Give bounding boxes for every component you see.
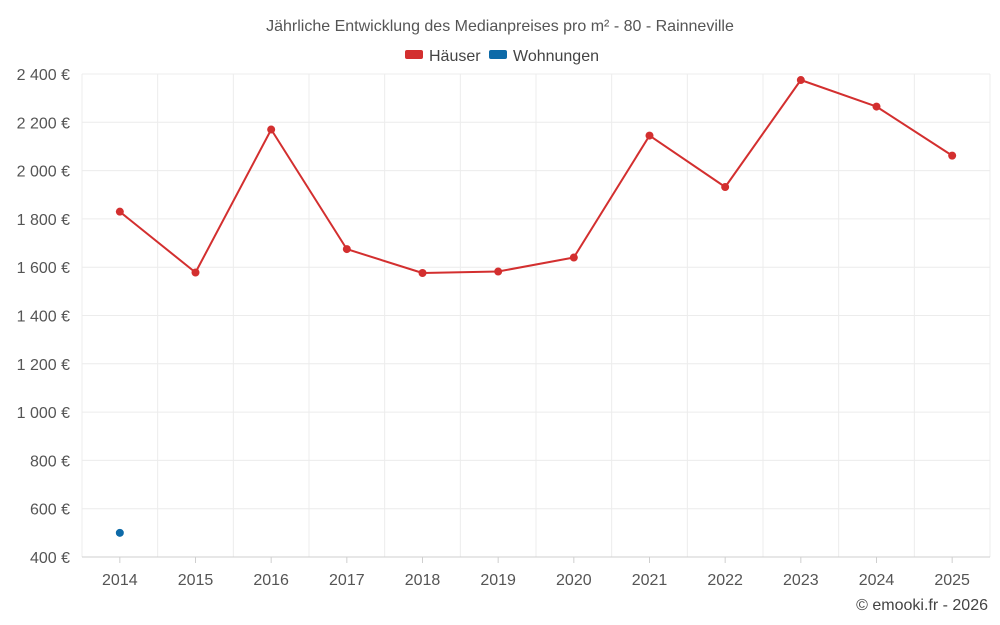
legend-label: Wohnungen (513, 48, 599, 65)
data-point (948, 151, 957, 160)
y-tick-label: 1 000 € (17, 405, 70, 422)
series (115, 76, 957, 537)
y-tick-label: 1 200 € (17, 357, 70, 374)
x-tick-label: 2014 (102, 572, 138, 589)
grid (81, 73, 991, 558)
x-tick-label: 2016 (253, 572, 289, 589)
x-tick-label: 2021 (632, 572, 668, 589)
data-point (569, 253, 578, 262)
data-point (115, 207, 124, 216)
x-tick-label: 2015 (178, 572, 214, 589)
y-tick-label: 600 € (30, 502, 70, 519)
x-tick-label: 2018 (405, 572, 441, 589)
chart-title: Jährliche Entwicklung des Medianpreises … (266, 18, 734, 35)
legend-label: Häuser (429, 48, 481, 65)
y-tick-label: 2 200 € (17, 115, 70, 132)
y-tick-label: 800 € (30, 453, 70, 470)
credit-text: © emooki.fr - 2026 (856, 597, 988, 614)
y-tick-label: 1 600 € (17, 260, 70, 277)
x-tick-label: 2017 (329, 572, 365, 589)
y-tick-label: 1 400 € (17, 309, 70, 326)
legend-swatch (405, 50, 423, 59)
x-tick-label: 2019 (480, 572, 516, 589)
x-tick-label: 2020 (556, 572, 592, 589)
x-tick-label: 2024 (859, 572, 895, 589)
y-tick-label: 2 400 € (17, 67, 70, 84)
data-point (721, 183, 730, 192)
data-point (267, 125, 276, 134)
y-tick-label: 1 800 € (17, 212, 70, 229)
axes: 400 € 600 € 800 € 1 000 € 1 200 € 1 400 € 1 60… (17, 67, 990, 589)
x-tick-label: 2023 (783, 572, 819, 589)
data-point (418, 268, 427, 277)
y-tick-label: 400 € (30, 550, 70, 567)
y-tick-label: 2 000 € (17, 164, 70, 181)
x-tick-label: 2022 (707, 572, 743, 589)
legend: Häuser Wohnungen (405, 48, 599, 65)
data-point (494, 267, 503, 276)
data-point (796, 76, 805, 85)
x-tick-label: 2025 (934, 572, 970, 589)
data-point (872, 102, 881, 111)
legend-swatch (489, 50, 507, 59)
data-point (115, 528, 124, 537)
data-point (645, 131, 654, 140)
series-line-0 (119, 79, 953, 274)
data-point (342, 245, 351, 254)
data-point (191, 268, 200, 277)
